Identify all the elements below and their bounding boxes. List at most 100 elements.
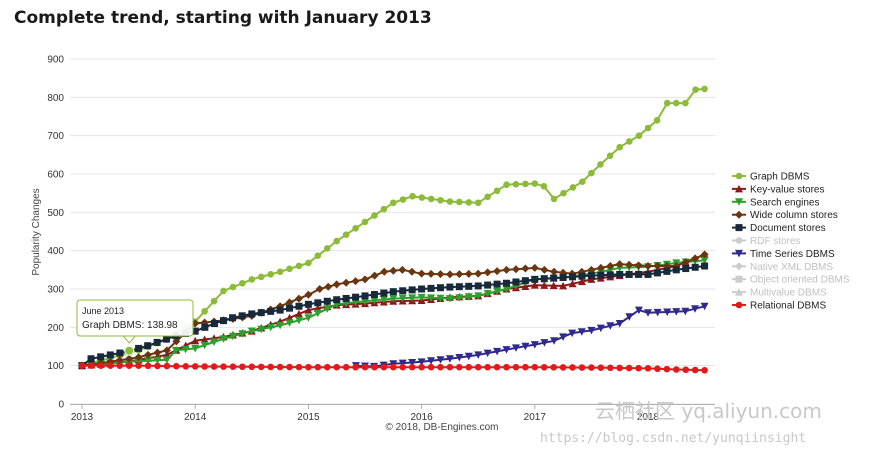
data-point-graph-dbms[interactable] — [456, 198, 463, 206]
data-point-document-stores[interactable] — [342, 294, 350, 302]
data-point-wide-column-stores[interactable] — [596, 263, 605, 272]
data-point-wide-column-stores[interactable] — [361, 275, 369, 284]
data-point-search-engines[interactable] — [474, 292, 483, 300]
data-point-graph-dbms[interactable] — [333, 237, 341, 245]
data-point-relational-dbms[interactable] — [323, 363, 331, 371]
data-point-document-stores[interactable] — [672, 266, 680, 274]
data-point-document-stores[interactable] — [550, 274, 558, 282]
data-point-document-stores[interactable] — [389, 288, 397, 296]
data-point-wide-column-stores[interactable] — [606, 262, 615, 270]
data-point-relational-dbms[interactable] — [390, 363, 397, 371]
data-point-relational-dbms[interactable] — [352, 363, 359, 371]
data-point-graph-dbms[interactable] — [323, 245, 331, 252]
legend-item-search-engines[interactable]: Search engines — [732, 197, 820, 208]
data-point-wide-column-stores[interactable] — [172, 337, 181, 346]
data-point-relational-dbms[interactable] — [427, 363, 435, 371]
data-point-graph-dbms[interactable] — [692, 86, 699, 93]
data-point-wide-column-stores[interactable] — [125, 354, 134, 363]
data-point-document-stores[interactable] — [682, 265, 690, 273]
data-point-document-stores[interactable] — [370, 290, 378, 298]
data-point-graph-dbms[interactable] — [286, 265, 293, 273]
data-point-wide-column-stores[interactable] — [483, 268, 492, 277]
series-time-series-dbms[interactable] — [351, 302, 709, 371]
data-point-search-engines[interactable] — [464, 293, 473, 301]
data-point-time-series-dbms[interactable] — [644, 309, 652, 317]
data-point-relational-dbms[interactable] — [465, 363, 473, 371]
data-point-time-series-dbms[interactable] — [398, 359, 407, 368]
data-point-relational-dbms[interactable] — [135, 362, 142, 369]
data-point-graph-dbms[interactable] — [644, 124, 652, 132]
data-point-wide-column-stores[interactable] — [398, 265, 407, 274]
data-point-search-engines[interactable] — [162, 356, 171, 364]
data-point-search-engines[interactable] — [247, 327, 256, 336]
data-point-document-stores[interactable] — [408, 286, 416, 294]
data-point-relational-dbms[interactable] — [276, 363, 284, 371]
data-point-search-engines[interactable] — [502, 285, 511, 294]
data-point-document-stores[interactable] — [644, 270, 652, 278]
data-point-graph-dbms[interactable] — [380, 205, 388, 213]
data-point-relational-dbms[interactable] — [456, 363, 463, 371]
data-point-wide-column-stores[interactable] — [634, 261, 643, 270]
data-point-search-engines[interactable] — [398, 294, 407, 303]
data-point-graph-dbms[interactable] — [560, 189, 567, 197]
data-point-relational-dbms[interactable] — [154, 362, 161, 370]
data-point-relational-dbms[interactable] — [522, 363, 529, 371]
data-point-relational-dbms[interactable] — [559, 364, 567, 371]
data-point-relational-dbms[interactable] — [597, 364, 605, 372]
tooltip-anchor-point[interactable] — [124, 345, 135, 356]
data-point-graph-dbms[interactable] — [427, 195, 435, 203]
data-point-wide-column-stores[interactable] — [315, 285, 324, 293]
legend-swatch-marker[interactable] — [735, 237, 743, 244]
data-point-graph-dbms[interactable] — [588, 169, 595, 177]
legend-label[interactable]: Native XML DBMS — [750, 262, 833, 273]
data-point-relational-dbms[interactable] — [578, 364, 586, 371]
data-point-document-stores[interactable] — [361, 292, 369, 300]
data-point-time-series-dbms[interactable] — [427, 357, 436, 365]
data-point-graph-dbms[interactable] — [446, 198, 454, 205]
data-point-relational-dbms[interactable] — [248, 363, 256, 371]
data-point-document-stores[interactable] — [446, 283, 454, 291]
data-point-document-stores[interactable] — [578, 272, 586, 280]
data-point-wide-column-stores[interactable] — [370, 271, 379, 280]
data-point-relational-dbms[interactable] — [361, 363, 369, 371]
data-point-search-engines[interactable] — [361, 297, 369, 306]
data-point-key-value-stores[interactable] — [549, 281, 558, 290]
legend-label[interactable]: Graph DBMS — [750, 172, 810, 183]
data-point-relational-dbms[interactable] — [512, 363, 520, 371]
data-point-time-series-dbms[interactable] — [606, 322, 615, 330]
data-point-document-stores[interactable] — [540, 275, 548, 283]
data-point-document-stores[interactable] — [276, 306, 284, 314]
legend-item-rdf-stores[interactable]: RDF stores — [732, 236, 801, 247]
data-point-relational-dbms[interactable] — [78, 362, 86, 369]
data-point-document-stores[interactable] — [229, 314, 237, 322]
data-point-time-series-dbms[interactable] — [493, 347, 502, 356]
data-point-wide-column-stores[interactable] — [644, 262, 652, 270]
data-point-search-engines[interactable] — [134, 357, 143, 366]
data-point-relational-dbms[interactable] — [371, 363, 378, 371]
data-point-time-series-dbms[interactable] — [559, 333, 568, 341]
data-point-search-engines[interactable] — [276, 321, 285, 330]
data-point-time-series-dbms[interactable] — [700, 302, 709, 311]
data-point-time-series-dbms[interactable] — [681, 307, 690, 316]
data-point-search-engines[interactable] — [370, 296, 379, 305]
data-point-search-engines[interactable] — [606, 266, 615, 274]
data-point-time-series-dbms[interactable] — [634, 306, 643, 315]
data-point-search-engines[interactable] — [238, 330, 247, 338]
data-point-document-stores[interactable] — [701, 262, 709, 270]
data-point-document-stores[interactable] — [399, 287, 407, 295]
data-point-document-stores[interactable] — [116, 349, 124, 357]
data-point-search-engines[interactable] — [417, 293, 426, 302]
data-point-time-series-dbms[interactable] — [663, 308, 672, 317]
data-point-wide-column-stores[interactable] — [351, 277, 360, 286]
data-point-graph-dbms[interactable] — [626, 138, 633, 145]
data-point-document-stores[interactable] — [286, 304, 294, 312]
data-point-search-engines[interactable] — [483, 290, 492, 298]
data-point-document-stores[interactable] — [210, 320, 218, 327]
data-point-wide-column-stores[interactable] — [540, 265, 549, 274]
data-point-graph-dbms[interactable] — [239, 279, 246, 287]
data-point-document-stores[interactable] — [201, 323, 209, 331]
data-point-graph-dbms[interactable] — [409, 192, 416, 200]
data-point-relational-dbms[interactable] — [399, 363, 407, 371]
data-point-search-engines[interactable] — [304, 314, 313, 322]
